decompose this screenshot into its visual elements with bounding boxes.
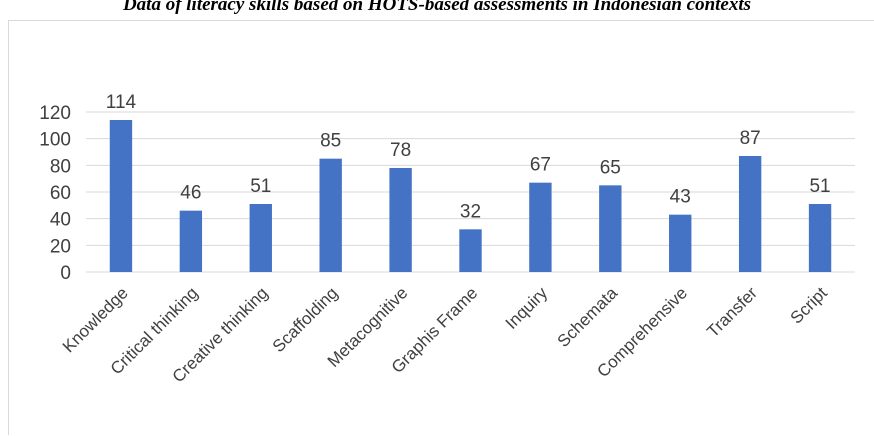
bar: [389, 168, 412, 272]
data-label: 87: [740, 128, 761, 149]
bar: [109, 120, 133, 272]
x-tick-label: Schemata: [554, 283, 622, 351]
bar: [319, 158, 342, 272]
data-label: 43: [670, 187, 691, 208]
bar: [459, 229, 482, 272]
x-tick-label: Inquiry: [502, 283, 552, 333]
chart-caption: Data of literacy skills based on HOTS-ba…: [122, 0, 752, 15]
gridlines: [86, 111, 855, 273]
x-tick-label: Transfer: [703, 283, 761, 341]
y-tick-label: 60: [50, 183, 71, 204]
y-tick-label: 100: [39, 130, 71, 151]
data-label: 114: [106, 92, 137, 113]
x-tick-label: Knowledge: [59, 283, 132, 356]
y-tick-label: 120: [39, 103, 71, 124]
bar: [808, 204, 832, 272]
y-tick-label: 20: [50, 236, 71, 257]
x-tick-label: Script: [787, 283, 831, 327]
y-tick-label: 80: [50, 156, 71, 177]
data-label: 51: [250, 176, 271, 197]
bars: [109, 120, 832, 272]
data-label: 78: [390, 140, 411, 161]
bar: [738, 156, 762, 272]
data-label: 85: [320, 131, 341, 152]
bar: [529, 182, 552, 272]
data-label: 46: [180, 183, 201, 204]
data-label: 65: [600, 157, 621, 178]
data-label: 32: [460, 201, 481, 222]
data-label: 67: [530, 155, 551, 176]
x-tick-label: Scaffolding: [269, 283, 342, 356]
y-axis-tick-labels: 0 20 40 60 80 100 120: [39, 103, 71, 284]
bar: [249, 204, 272, 272]
data-label: 51: [809, 176, 830, 197]
y-tick-label: 40: [50, 210, 71, 231]
y-tick-label: 0: [60, 263, 71, 284]
bar: [669, 214, 692, 272]
bar: [599, 185, 622, 272]
data-labels: 114 46 51 85 78 32 67 65 43 87 51: [106, 92, 831, 222]
bar: [179, 210, 203, 272]
chart-area: 0 20 40 60 80 100 120 114 46 51 85 78 32 67 65 43 87 51 …: [8, 20, 874, 435]
